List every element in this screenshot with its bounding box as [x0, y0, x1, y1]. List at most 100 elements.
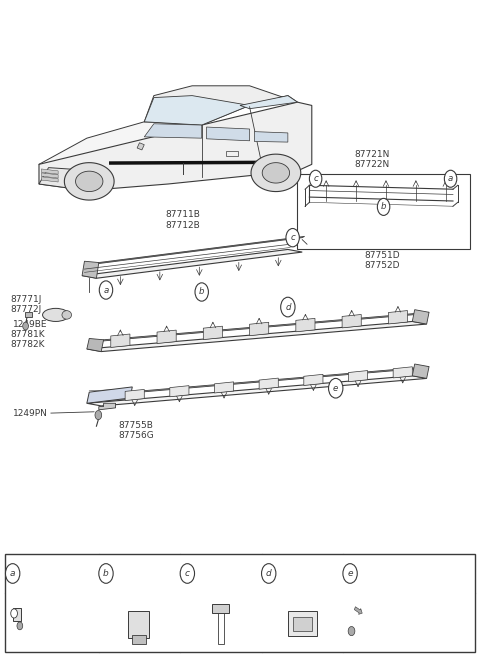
Polygon shape: [75, 171, 103, 192]
Circle shape: [343, 564, 357, 583]
Polygon shape: [215, 382, 234, 393]
Circle shape: [11, 609, 17, 618]
Text: 87721N
87722N: 87721N 87722N: [355, 150, 390, 169]
Text: a: a: [10, 569, 15, 578]
Polygon shape: [41, 176, 58, 182]
Circle shape: [195, 283, 208, 301]
Text: 87711B
87712B: 87711B 87712B: [165, 211, 200, 230]
Polygon shape: [144, 86, 298, 125]
Polygon shape: [250, 322, 269, 336]
Bar: [5, 554, 475, 652]
Text: a: a: [103, 285, 108, 295]
Polygon shape: [170, 386, 189, 397]
Polygon shape: [296, 318, 315, 332]
Circle shape: [99, 281, 113, 299]
Text: d: d: [266, 569, 272, 578]
Circle shape: [377, 198, 390, 215]
Bar: [24, 312, 32, 317]
Polygon shape: [412, 364, 429, 379]
Text: 1243AE: 1243AE: [29, 610, 61, 619]
Circle shape: [99, 564, 113, 583]
Text: b: b: [199, 287, 204, 297]
Polygon shape: [348, 371, 368, 382]
Polygon shape: [206, 127, 250, 141]
Text: 1249PN: 1249PN: [12, 409, 48, 418]
Ellipse shape: [43, 308, 69, 321]
Text: 1220AA: 1220AA: [198, 569, 233, 578]
Circle shape: [95, 411, 102, 420]
Polygon shape: [82, 249, 302, 278]
Text: 87702B: 87702B: [117, 569, 151, 578]
Polygon shape: [204, 326, 222, 340]
Circle shape: [286, 228, 300, 247]
Bar: [217, 611, 224, 644]
Polygon shape: [101, 367, 429, 396]
Polygon shape: [393, 367, 412, 378]
Polygon shape: [240, 96, 298, 109]
Circle shape: [444, 171, 457, 187]
Polygon shape: [39, 168, 96, 190]
Text: 1249LC: 1249LC: [364, 633, 396, 642]
Polygon shape: [82, 261, 99, 278]
Bar: [298, 174, 470, 249]
Text: d: d: [285, 302, 290, 312]
Polygon shape: [87, 376, 427, 406]
Text: b: b: [381, 203, 386, 211]
Polygon shape: [87, 321, 427, 352]
Polygon shape: [125, 390, 144, 401]
Text: c: c: [185, 569, 190, 578]
Polygon shape: [262, 163, 289, 183]
Polygon shape: [144, 96, 250, 125]
Ellipse shape: [62, 311, 72, 319]
Text: c: c: [313, 174, 318, 183]
Bar: [226, 152, 238, 157]
Circle shape: [348, 626, 355, 636]
Text: b: b: [103, 569, 109, 578]
Text: 87751D
87752D: 87751D 87752D: [364, 251, 400, 270]
Polygon shape: [39, 102, 312, 190]
Polygon shape: [388, 310, 408, 324]
Circle shape: [17, 622, 23, 630]
Circle shape: [23, 322, 28, 330]
Bar: [288, 611, 317, 636]
Text: e: e: [333, 384, 338, 393]
Bar: [12, 608, 21, 621]
Text: 87781K
87782K: 87781K 87782K: [10, 330, 45, 350]
Polygon shape: [157, 330, 176, 344]
Text: 87755B
87756G: 87755B 87756G: [118, 421, 154, 440]
Polygon shape: [101, 312, 429, 341]
Text: a: a: [448, 174, 453, 183]
Polygon shape: [254, 132, 288, 142]
Polygon shape: [96, 236, 305, 264]
Circle shape: [328, 379, 343, 398]
Bar: [132, 635, 146, 644]
Polygon shape: [259, 378, 278, 389]
Circle shape: [180, 564, 194, 583]
Polygon shape: [251, 154, 301, 192]
Text: 87771J
87772J: 87771J 87772J: [10, 295, 42, 314]
Polygon shape: [87, 387, 132, 403]
Text: e: e: [348, 569, 353, 578]
Circle shape: [281, 297, 295, 317]
Circle shape: [262, 564, 276, 583]
Text: 1249BE: 1249BE: [12, 319, 47, 329]
Polygon shape: [111, 334, 130, 348]
Text: 1249LJ: 1249LJ: [364, 622, 393, 631]
Polygon shape: [137, 143, 144, 150]
FancyArrow shape: [354, 607, 362, 615]
Bar: [212, 604, 229, 613]
Polygon shape: [41, 173, 58, 178]
Circle shape: [5, 564, 20, 583]
Polygon shape: [41, 169, 58, 174]
Polygon shape: [412, 310, 429, 324]
Polygon shape: [99, 403, 116, 410]
Text: 87759D: 87759D: [364, 604, 397, 613]
Polygon shape: [144, 124, 202, 138]
Polygon shape: [342, 314, 361, 328]
Polygon shape: [39, 119, 202, 174]
Text: 87756J: 87756J: [279, 569, 311, 578]
Text: c: c: [290, 233, 295, 242]
Polygon shape: [64, 163, 114, 200]
Bar: [293, 617, 312, 631]
Bar: [128, 611, 149, 638]
